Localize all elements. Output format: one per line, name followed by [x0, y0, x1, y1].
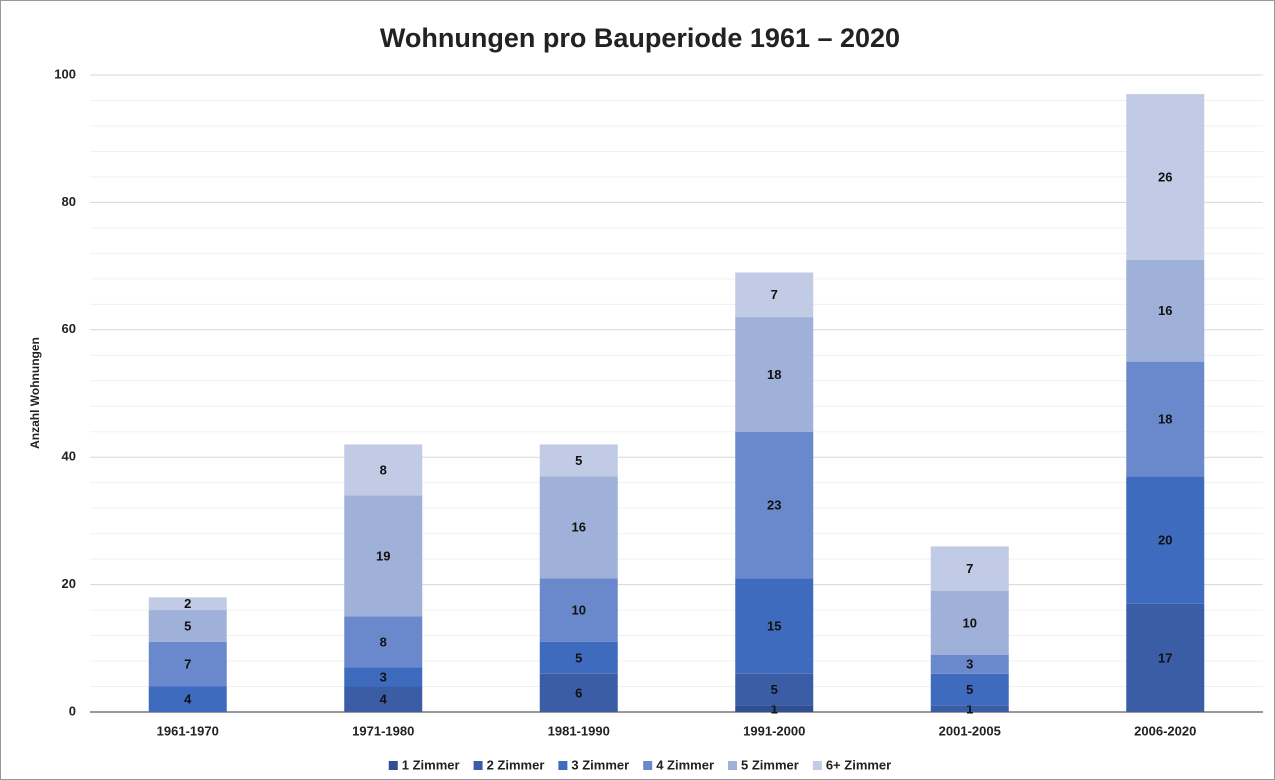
bar-segment — [148, 641, 227, 687]
chart-title: Wohnungen pro Bauperiode 1961 – 2020 — [380, 23, 900, 53]
bar-segment — [1126, 361, 1205, 477]
x-tick-label: 2001-2005 — [939, 723, 1001, 738]
y-tick-label: 80 — [62, 194, 76, 209]
bar-segment — [148, 610, 227, 642]
bar-segment — [735, 272, 814, 318]
data-label: 5 — [966, 682, 973, 697]
legend-label: 3 Zimmer — [571, 757, 629, 772]
bar-segment — [539, 476, 618, 579]
bar-segment — [148, 597, 227, 611]
legend-swatch — [812, 761, 822, 770]
data-label: 23 — [767, 497, 781, 512]
bar-segment — [148, 686, 227, 712]
x-tick-label: 1981-1990 — [548, 723, 610, 738]
data-label: 7 — [966, 561, 973, 576]
legend-swatch — [728, 761, 738, 770]
legend-label: 5 Zimmer — [741, 757, 799, 772]
legend-swatch — [558, 761, 568, 770]
data-label: 5 — [575, 650, 582, 665]
bar-segment — [735, 578, 814, 674]
bar-segment — [344, 444, 423, 496]
bar-segment — [930, 705, 1009, 712]
legend-swatch — [643, 761, 653, 770]
data-label: 16 — [1158, 303, 1172, 318]
y-tick-label: 60 — [62, 321, 76, 336]
legend-swatch — [388, 761, 398, 770]
data-label: 10 — [963, 615, 977, 630]
data-label: 16 — [572, 520, 586, 535]
bar-segment — [539, 641, 618, 674]
x-tick-label: 1971-1980 — [352, 723, 414, 738]
bar-segment — [539, 673, 618, 712]
bar-segment — [735, 431, 814, 579]
data-label: 18 — [1158, 411, 1172, 426]
legend-label: 2 Zimmer — [487, 757, 545, 772]
data-label: 7 — [184, 657, 191, 672]
y-tick-label: 100 — [54, 66, 76, 81]
x-tick-label: 1991-2000 — [743, 723, 805, 738]
bar-segment — [539, 578, 618, 642]
bar-segment — [344, 495, 423, 617]
data-label: 5 — [575, 453, 582, 468]
data-label: 2 — [184, 596, 191, 611]
y-tick-label: 0 — [69, 703, 76, 718]
data-label: 6 — [575, 685, 582, 700]
data-label: 10 — [572, 603, 586, 618]
bar-segment — [735, 673, 814, 706]
data-label: 17 — [1158, 650, 1172, 665]
bar-segment — [344, 616, 423, 668]
bar-segment — [930, 654, 1009, 674]
data-label: 20 — [1158, 532, 1172, 547]
data-label: 19 — [376, 548, 390, 563]
data-label: 8 — [380, 462, 387, 477]
data-label: 15 — [767, 618, 781, 633]
bar-segment — [930, 546, 1009, 591]
bar-segment — [930, 590, 1009, 655]
bar-segment — [930, 673, 1009, 706]
data-label: 4 — [184, 692, 192, 707]
data-label: 18 — [767, 367, 781, 382]
bar-segment — [344, 667, 423, 687]
bar-segment — [735, 317, 814, 432]
bar-segment — [1126, 259, 1205, 362]
bar-segment — [1126, 603, 1205, 712]
data-label: 7 — [771, 287, 778, 302]
data-label: 3 — [380, 669, 387, 684]
legend-label: 6+ Zimmer — [826, 757, 891, 772]
data-label: 8 — [380, 634, 387, 649]
legend-label: 1 Zimmer — [402, 757, 460, 772]
legend-swatch — [473, 761, 483, 770]
y-tick-label: 20 — [62, 576, 76, 591]
data-label: 4 — [380, 692, 388, 707]
data-label: 1 — [966, 701, 973, 716]
data-label: 1 — [771, 701, 778, 716]
data-label: 5 — [184, 618, 191, 633]
y-tick-label: 40 — [62, 449, 76, 464]
bar-segment — [539, 444, 618, 477]
data-label: 3 — [966, 657, 973, 672]
bar-segment — [1126, 94, 1205, 260]
bar-segment — [735, 705, 814, 712]
legend-label: 4 Zimmer — [656, 757, 714, 772]
bar-segment — [1126, 476, 1205, 604]
bar-segment — [344, 686, 423, 712]
data-label: 5 — [771, 682, 778, 697]
x-tick-label: 2006-2020 — [1134, 723, 1196, 738]
y-axis-label: Anzahl Wohnungen — [28, 337, 42, 449]
data-label: 26 — [1158, 169, 1172, 184]
x-tick-label: 1961-1970 — [157, 723, 219, 738]
